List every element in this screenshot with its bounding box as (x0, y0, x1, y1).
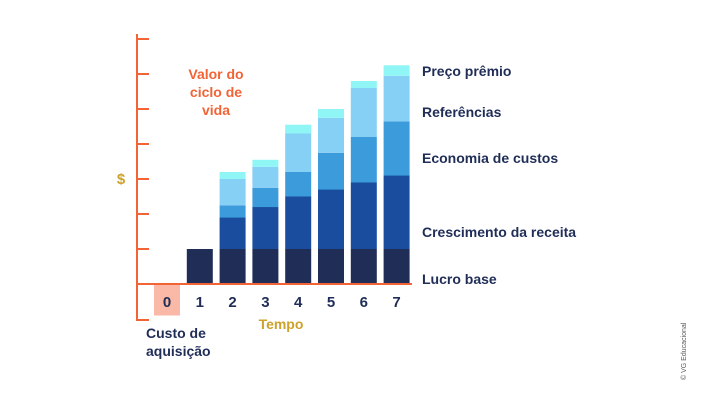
bar-segment-4-2 (285, 172, 312, 197)
legend-item-0: Lucro base (422, 271, 497, 287)
x-tick-label-2: 2 (228, 294, 236, 311)
lifetime-value-annotation-line-1: ciclo de (190, 84, 242, 100)
bar-segment-3-2 (252, 187, 279, 208)
bar-segment-6-4 (350, 81, 377, 88)
credit-text: © VG Educacional (680, 322, 688, 380)
bar-segment-5-3 (318, 117, 344, 153)
x-tick-label-5: 5 (327, 294, 335, 311)
bar-segment-5-2 (318, 152, 344, 190)
bar-segment-2-4 (219, 172, 246, 179)
bar-segment-3-1 (252, 207, 279, 249)
x-axis-title: Tempo (259, 316, 304, 332)
x-tick-label-7: 7 (392, 294, 400, 311)
bar-segment-1-0 (186, 249, 213, 284)
bar-segment-7-3 (383, 75, 410, 122)
bar-segment-5-1 (318, 189, 344, 249)
x-tick-label-1: 1 (196, 294, 204, 311)
bar-segment-2-0 (219, 249, 246, 284)
bar-segment-6-2 (350, 137, 377, 183)
acquisition-cost-bar (154, 284, 180, 316)
bar-segment-2-1 (219, 217, 246, 249)
y-axis-title: $ (117, 171, 126, 188)
bar-segment-4-4 (285, 124, 312, 134)
acquisition-annotation-line-1: aquisição (146, 343, 211, 359)
x-tick-label-4: 4 (294, 294, 303, 311)
bar-segment-4-0 (285, 249, 312, 284)
bar-segment-7-1 (383, 175, 410, 249)
axes-layer (136, 34, 412, 321)
bar-segment-3-3 (252, 166, 279, 188)
lifetime-value-annotation-line-0: Valor do (188, 66, 243, 82)
bar-segment-5-4 (318, 109, 344, 118)
bar-segment-4-3 (285, 133, 312, 172)
bar-segment-3-0 (252, 249, 279, 284)
bar-segment-7-2 (383, 121, 410, 176)
legend-item-3: Referências (422, 104, 502, 120)
lifetime-value-annotation-line-2: vida (202, 102, 230, 118)
bar-segment-6-0 (350, 249, 377, 284)
bar-segment-3-4 (252, 159, 279, 167)
bar-segment-7-0 (383, 249, 410, 284)
bar-segment-6-3 (350, 88, 377, 137)
legend-item-1: Crescimento da receita (422, 224, 576, 240)
bars-layer (154, 65, 410, 316)
bar-segment-7-4 (383, 65, 410, 76)
bar-segment-5-0 (318, 249, 344, 284)
bar-segment-4-1 (285, 196, 312, 249)
labels-layer: 0 1 2 3 4 5 6 7 Tempo $ Valor do ciclo de vida Custo … (117, 63, 688, 380)
x-tick-label-3: 3 (261, 294, 269, 311)
legend-item-4: Preço prêmio (422, 63, 511, 79)
x-tick-label-0: 0 (163, 294, 171, 311)
bar-segment-6-1 (350, 182, 377, 249)
acquisition-annotation-line-0: Custo de (146, 325, 206, 341)
bar-segment-2-2 (219, 205, 246, 218)
bar-segment-2-3 (219, 179, 246, 206)
x-tick-label-6: 6 (360, 294, 368, 311)
legend-item-2: Economia de custos (422, 150, 558, 166)
